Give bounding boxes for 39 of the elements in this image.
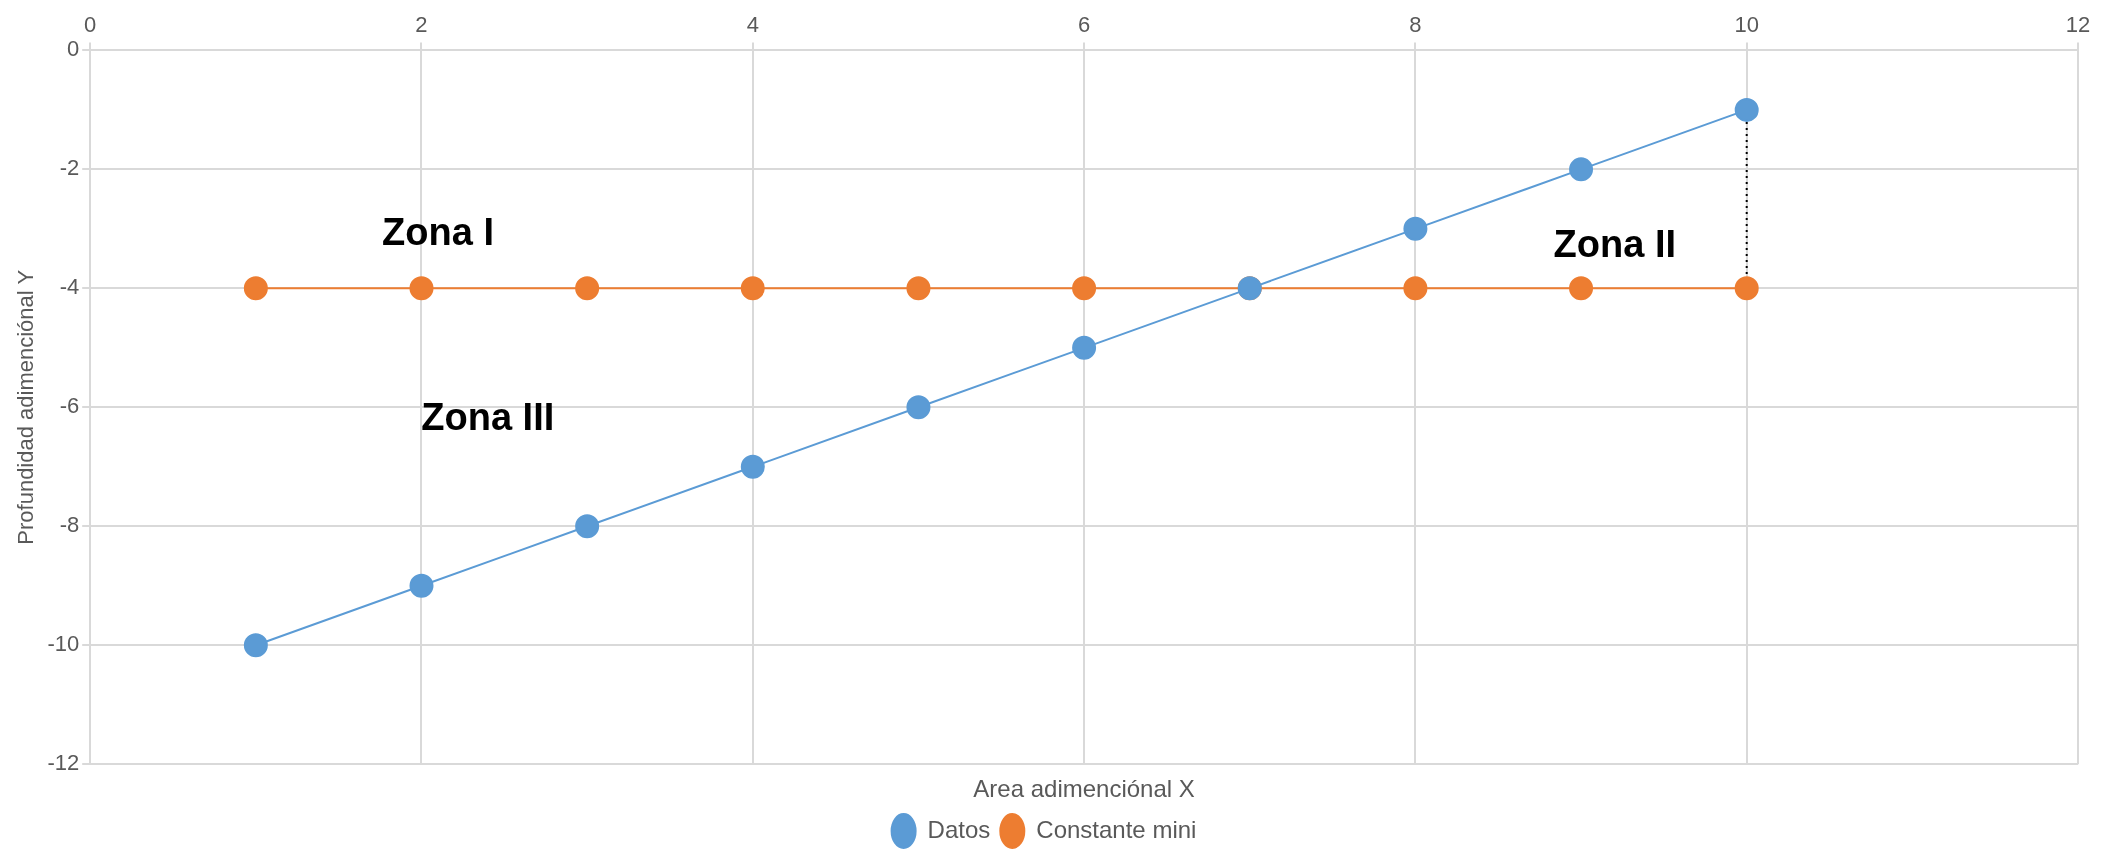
point [1403,216,1428,241]
y-axis-title: Profundidad adimenciónal Y [13,269,39,545]
point [575,276,600,301]
point [740,276,765,301]
annotation: Zona III [421,395,555,438]
y-tick-label: -10 [47,631,80,657]
legend-label: Constante mini [1036,815,1197,843]
x-tick-label: 8 [1409,12,1422,38]
x-tick-label: 10 [1734,12,1759,38]
point [409,573,434,598]
point [1072,276,1097,301]
y-tick-label: -6 [59,393,80,419]
y-tick-label: -4 [59,274,80,300]
annotation: Zona I [382,211,495,254]
legend-label: Datos [927,815,991,843]
point [1734,276,1759,301]
x-tick-label: 2 [415,12,428,38]
y-tick-label: 0 [66,36,80,62]
point [1403,276,1428,301]
point [575,514,600,539]
x-tick-label: 12 [2065,12,2091,38]
point [740,454,765,479]
x-tick-label: 0 [84,12,97,38]
x-axis-title: Area adimenciónal X [973,775,1195,803]
point [1072,335,1097,360]
point [906,276,931,301]
point [906,395,931,420]
point [243,633,268,658]
point [1734,97,1759,122]
annotation: Zona II [1553,223,1677,266]
point [243,276,268,301]
point [1569,276,1594,301]
y-tick-label: -2 [59,155,80,181]
x-tick-label: 4 [746,12,759,38]
y-tick-label: -8 [59,512,80,538]
y-tick-label: -12 [47,750,80,776]
point [409,276,434,301]
point [1569,157,1594,182]
x-tick-label: 6 [1077,12,1091,38]
